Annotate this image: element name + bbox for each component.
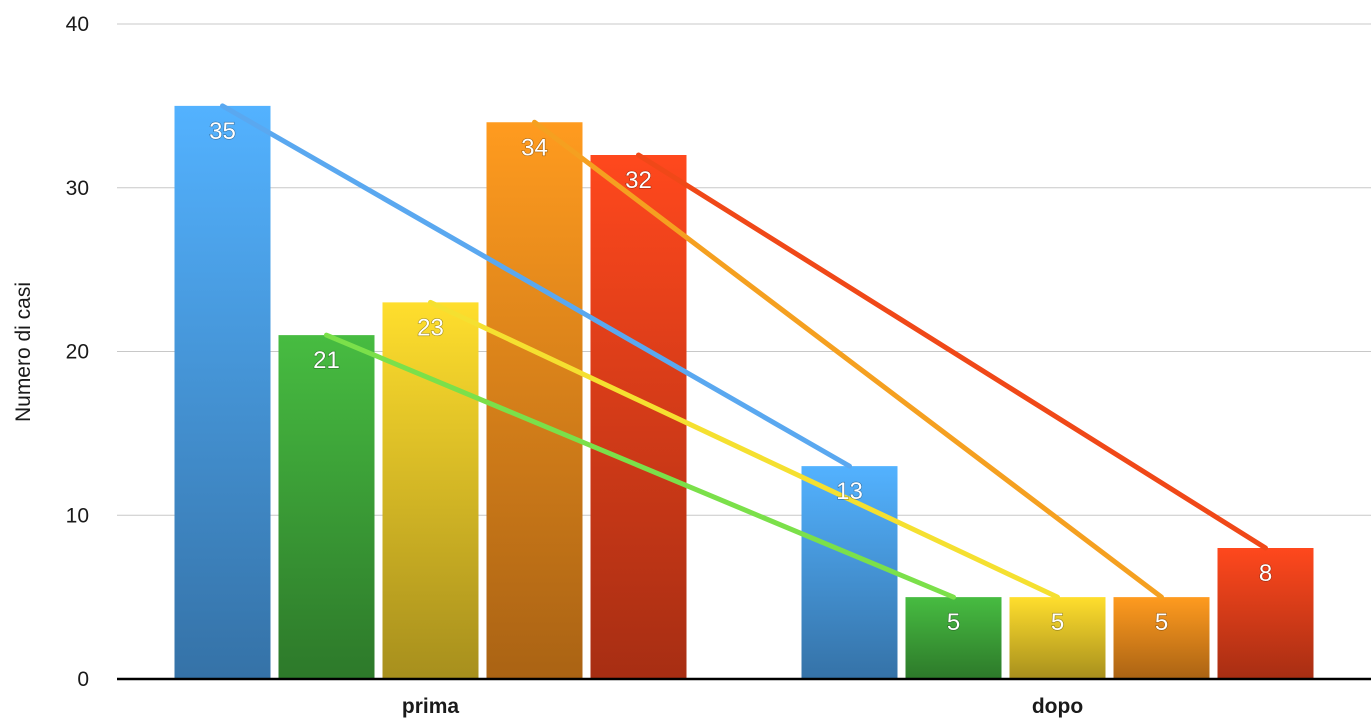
y-axis-label: Numero di casi xyxy=(12,282,35,422)
x-tick-label: prima xyxy=(402,695,460,718)
data-label: 35 xyxy=(209,118,236,145)
data-label: 5 xyxy=(1051,609,1064,636)
series-connector-line xyxy=(324,332,956,600)
data-labels: 35 13 21 5 23 5 34 5 32 8 xyxy=(209,117,1273,636)
series-connector-line xyxy=(636,152,1268,551)
y-tick-label: 40 xyxy=(66,13,89,36)
data-label: 5 xyxy=(1155,609,1168,636)
data-label: 23 xyxy=(417,314,444,341)
data-label: 8 xyxy=(1259,560,1272,587)
bar xyxy=(278,335,375,679)
y-tick-label: 30 xyxy=(66,177,89,200)
bar xyxy=(1009,597,1106,679)
data-label: 32 xyxy=(625,167,652,194)
bar xyxy=(1217,548,1314,679)
bar xyxy=(905,597,1002,679)
data-label: 21 xyxy=(313,347,340,374)
bar xyxy=(382,302,479,679)
y-axis-ticks: 0 10 20 30 40 xyxy=(66,13,89,691)
data-label: 13 xyxy=(836,478,863,505)
series-connector-line xyxy=(532,119,1164,600)
series-connector-line xyxy=(220,103,852,469)
data-label: 5 xyxy=(947,609,960,636)
bar xyxy=(1113,597,1210,679)
connector-lines xyxy=(220,103,1268,600)
x-tick-label: dopo xyxy=(1032,695,1083,718)
series-connector-line xyxy=(428,299,1060,600)
bar xyxy=(486,122,583,679)
bar xyxy=(174,105,271,679)
bars xyxy=(174,105,1314,679)
y-tick-label: 20 xyxy=(66,341,89,364)
data-label: 34 xyxy=(521,134,548,161)
y-tick-label: 10 xyxy=(66,504,89,527)
category-labels: prima dopo xyxy=(402,695,1083,718)
y-tick-label: 0 xyxy=(77,668,89,691)
